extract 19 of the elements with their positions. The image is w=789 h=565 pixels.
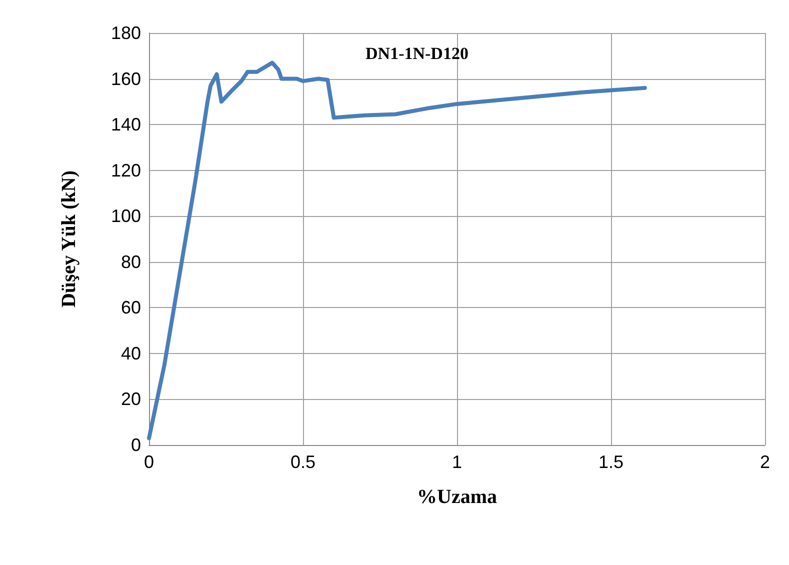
y-tick-label: 40 <box>120 343 141 364</box>
y-tick-label: 20 <box>120 389 141 410</box>
y-tick-label: 100 <box>110 206 141 226</box>
y-tick-label: 120 <box>110 160 141 180</box>
x-tick-label: 0.5 <box>290 452 316 472</box>
x-tick-label: 2 <box>760 452 770 472</box>
y-tick-label: 160 <box>110 68 141 89</box>
y-tick-label: 180 <box>110 23 141 43</box>
y-tick-label: 80 <box>120 252 141 272</box>
y-tick-label: 140 <box>110 114 141 135</box>
text: DN1-1N-D120 <box>366 44 468 63</box>
line-series <box>147 60 647 440</box>
x-tick-label: 0 <box>144 452 154 472</box>
x-tick-label: 1 <box>452 452 462 472</box>
x-axis-title: %Uzama <box>417 486 497 508</box>
y-axis-title: Düşey Yük (kN) <box>58 170 80 308</box>
x-tick-label: 1.5 <box>598 452 624 472</box>
y-tick-label: 60 <box>120 298 141 318</box>
y-tick-label: 0 <box>130 435 141 455</box>
